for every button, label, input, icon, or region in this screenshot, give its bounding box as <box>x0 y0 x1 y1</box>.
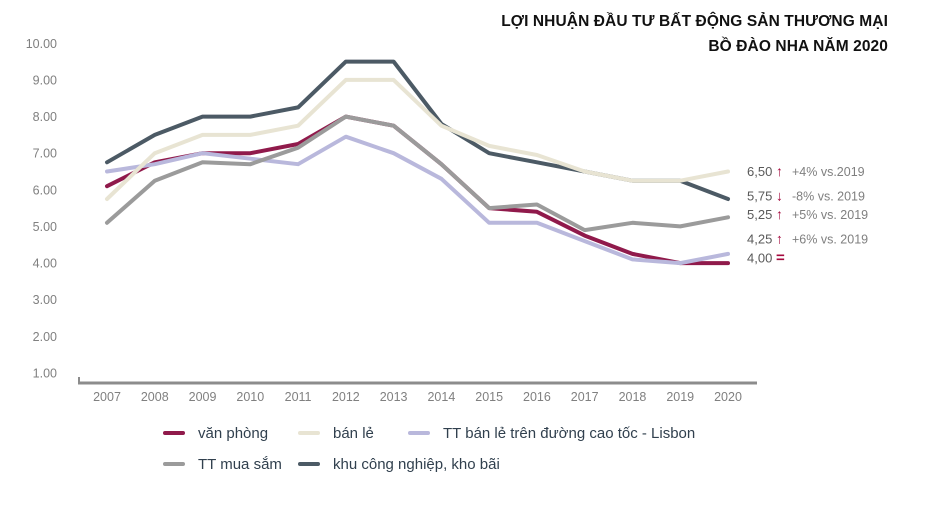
chart-line-khu-cong-nghiep-kho-bai <box>105 59 731 201</box>
annotation-change-1: -8% vs. 2019 <box>792 189 865 203</box>
chart-line-van-phong <box>105 114 731 266</box>
annotation-value-2: 5,25 <box>747 207 772 222</box>
chart-title: LỢI NHUẬN ĐẦU TƯ BẤT ĐỘNG SẢN THƯƠNG MẠI… <box>328 10 888 60</box>
chart-title-line1: LỢI NHUẬN ĐẦU TƯ BẤT ĐỘNG SẢN THƯƠNG MẠI <box>501 13 888 30</box>
y-tick-6.00: 6.00 <box>33 183 57 197</box>
annotation-change-3: +6% vs. 2019 <box>792 232 868 246</box>
chart-line-tt-ban-le-tren-duong-cao-toc-lisbon <box>105 134 731 266</box>
legend-swatch-ban-le <box>298 431 320 435</box>
x-tick-2018: 2018 <box>619 390 647 404</box>
x-tick-2020: 2020 <box>714 390 742 404</box>
x-tick-2019: 2019 <box>666 390 694 404</box>
legend-label-van-phong: văn phòng <box>198 424 269 442</box>
equal-sign-icon-4: = <box>776 250 785 267</box>
y-tick-7.00: 7.00 <box>33 147 57 161</box>
y-tick-2.00: 2.00 <box>33 330 57 344</box>
legend-item-tt-mua-sam: TT mua sắm <box>163 455 282 473</box>
y-tick-3.00: 3.00 <box>33 293 57 307</box>
arrow-down-icon-1: ↓ <box>776 187 783 203</box>
chart-line-tt-mua-sam <box>105 114 731 233</box>
chart-title-line2: BỒ ĐÀO NHA NĂM 2020 <box>708 37 888 55</box>
x-tick-2011: 2011 <box>285 390 312 404</box>
x-tick-2014: 2014 <box>427 390 455 404</box>
annotation-value-3: 4,25 <box>747 231 772 246</box>
y-tick-9.00: 9.00 <box>33 73 57 87</box>
x-tick-2015: 2015 <box>475 390 503 404</box>
legend-swatch-tt-ban-le-tren-duong-cao-toc-lisbon <box>408 431 430 435</box>
x-tick-2010: 2010 <box>236 390 264 404</box>
legend-label-khu-cong-nghiep-kho-bai: khu công nghiệp, kho bãi <box>333 455 500 473</box>
x-tick-2008: 2008 <box>141 390 169 404</box>
x-tick-2017: 2017 <box>571 390 599 404</box>
chart-line-ban-le <box>105 77 731 201</box>
y-tick-8.00: 8.00 <box>33 110 57 124</box>
x-tick-2016: 2016 <box>523 390 551 404</box>
legend-swatch-van-phong <box>163 431 185 435</box>
annotation-value-4: 4,00 <box>747 251 772 266</box>
legend-label-tt-ban-le-tren-duong-cao-toc-lisbon: TT bán lẻ trên đường cao tốc - Lisbon <box>443 424 696 442</box>
legend-swatch-khu-cong-nghiep-kho-bai <box>298 462 320 466</box>
annotation-change-0: +4% vs.2019 <box>792 165 865 179</box>
legend-item-khu-cong-nghiep-kho-bai: khu công nghiệp, kho bãi <box>298 455 500 473</box>
legend-item-van-phong: văn phòng <box>163 424 268 442</box>
legend-label-tt-mua-sam: TT mua sắm <box>198 455 282 473</box>
x-tick-2009: 2009 <box>189 390 217 404</box>
arrow-up-icon-0: ↑ <box>776 163 783 179</box>
arrow-up-icon-3: ↑ <box>776 230 783 246</box>
y-tick-5.00: 5.00 <box>33 220 57 234</box>
y-tick-1.00: 1.00 <box>33 366 57 380</box>
legend-swatch-tt-mua-sam <box>163 462 185 466</box>
annotation-value-1: 5,75 <box>747 188 772 203</box>
annotation-value-0: 6,50 <box>747 164 772 179</box>
legend-item-tt-ban-le-tren-duong-cao-toc-lisbon: TT bán lẻ trên đường cao tốc - Lisbon <box>408 424 695 442</box>
arrow-up-icon-2: ↑ <box>776 206 783 222</box>
y-tick-10.00: 10.00 <box>26 37 57 51</box>
legend-item-ban-le: bán lẻ <box>298 424 374 442</box>
y-tick-4.00: 4.00 <box>33 257 57 271</box>
x-tick-2012: 2012 <box>332 390 360 404</box>
legend-label-ban-le: bán lẻ <box>333 424 374 442</box>
x-tick-2013: 2013 <box>380 390 408 404</box>
annotation-change-2: +5% vs. 2019 <box>792 208 868 222</box>
x-tick-2007: 2007 <box>93 390 121 404</box>
